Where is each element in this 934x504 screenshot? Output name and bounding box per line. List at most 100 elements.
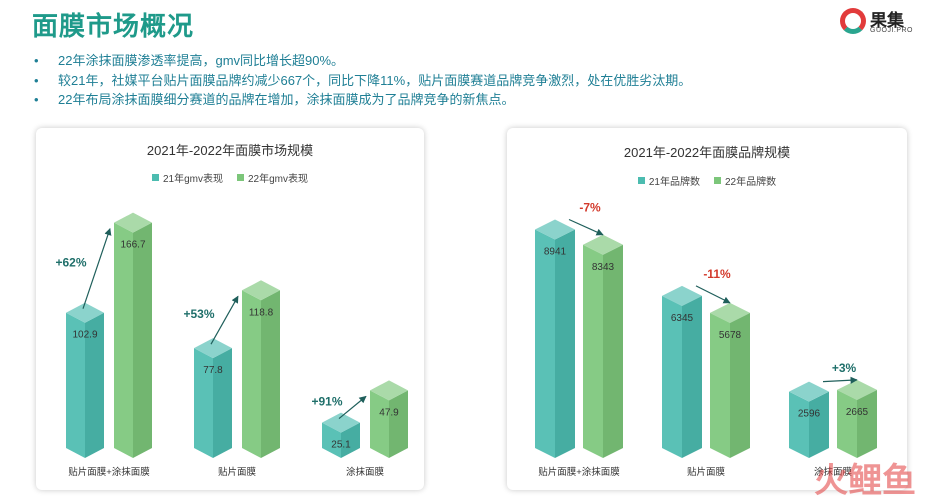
bar-face-left <box>242 290 261 458</box>
bar-22-0 <box>114 212 152 458</box>
bar-face-right <box>682 295 702 458</box>
legend-swatch-green <box>714 177 721 184</box>
bar-face-left <box>194 348 213 458</box>
bar-value-label: 6345 <box>671 313 694 324</box>
chart-legend: 21年品牌数 22年品牌数 <box>507 173 907 188</box>
bar-face-left <box>837 389 857 458</box>
bar-face-top <box>535 219 575 240</box>
growth-label: +53% <box>183 307 214 321</box>
bar-face-right <box>809 391 829 458</box>
legend-swatch-green <box>237 174 244 181</box>
bar-face-top <box>789 381 829 402</box>
bar-face-top <box>194 338 232 359</box>
category-label: 涂抹面膜 <box>346 466 385 478</box>
brand-logo: 果集 GUOJI.PRO <box>840 6 920 42</box>
bar-face-left <box>662 295 682 458</box>
category-label: 贴片面膜+涂抹面膜 <box>538 466 620 478</box>
bullet-item: 22年涂抹面膜渗透率提高，gmv同比增长超90%。 <box>34 51 914 71</box>
chart-title: 2021年-2022年面膜品牌规模 <box>623 145 791 160</box>
growth-arrow <box>82 227 112 309</box>
bar-21-0 <box>535 219 575 458</box>
bar-face-right <box>133 222 152 458</box>
category-label: 贴片面膜 <box>687 466 726 478</box>
bar-21-2 <box>322 412 360 458</box>
legend-label: 21年品牌数 <box>648 177 700 188</box>
bar-value-label: 118.8 <box>249 307 274 318</box>
bar-face-top <box>242 280 280 301</box>
bar-face-right <box>857 389 877 458</box>
brand-count-bar-chart: 8941 8343 贴片面膜+涂抹面膜 -7% 6345 5678 贴片面膜 -11% 2596… <box>535 201 877 478</box>
bar-face-top <box>322 412 360 433</box>
bar-face-top <box>710 302 750 323</box>
growth-label: -11% <box>703 267 731 281</box>
bar-value-label: 102.9 <box>72 330 97 341</box>
bar-face-left <box>535 229 555 458</box>
bar-face-left <box>114 222 133 458</box>
growth-label: -7% <box>579 201 601 215</box>
category-label: 贴片面膜 <box>218 466 257 478</box>
bar-value-label: 2665 <box>846 407 869 418</box>
bar-face-right <box>261 290 280 458</box>
growth-arrow <box>568 218 604 236</box>
logo-ring-icon <box>840 8 866 34</box>
category-label: 涂抹面膜 <box>814 466 853 478</box>
growth-label: +3% <box>832 361 857 375</box>
legend-label: 21年gmv表现 <box>162 174 223 185</box>
bar-face-right <box>603 244 623 458</box>
bar-21-2 <box>789 381 829 458</box>
logo-text: 果集 <box>870 11 904 30</box>
bar-value-label: 8343 <box>592 262 615 273</box>
bar-22-2 <box>370 380 408 458</box>
bar-face-left <box>370 390 389 458</box>
bar-22-0 <box>583 234 623 458</box>
bar-face-left <box>66 312 85 458</box>
bar-face-left <box>322 422 341 458</box>
bar-face-right <box>213 348 232 458</box>
bar-face-top <box>114 212 152 233</box>
bar-value-label: 5678 <box>719 330 742 341</box>
bar-value-label: 47.9 <box>379 407 399 418</box>
bar-22-2 <box>837 379 877 458</box>
legend-label: 22年gmv表现 <box>248 174 309 185</box>
bar-value-label: 2596 <box>798 409 821 420</box>
category-label: 贴片面膜+涂抹面膜 <box>68 466 150 478</box>
watermark-logo: 火鲤鱼 <box>814 461 916 501</box>
bar-value-label: 77.8 <box>203 365 223 376</box>
chart-title: 2021年-2022年面膜市场规模 <box>146 143 314 158</box>
growth-arrow <box>338 395 367 420</box>
bar-face-left <box>583 244 603 458</box>
bar-21-1 <box>194 338 232 458</box>
bar-face-right <box>389 390 408 458</box>
bullet-item: 22年布局涂抹面膜细分赛道的品牌在增加，涂抹面膜成为了品牌竞争的新焦点。 <box>34 90 914 110</box>
bar-21-0 <box>66 302 104 458</box>
bar-22-1 <box>710 302 750 458</box>
bullet-item: 较21年，社媒平台贴片面膜品牌约减少667个，同比下降11%，贴片面膜赛道品牌竞… <box>34 71 914 91</box>
growth-arrow <box>695 285 731 304</box>
legend-item-21: 21年品牌数 <box>637 173 700 188</box>
bar-value-label: 25.1 <box>331 440 351 451</box>
bar-face-top <box>583 234 623 255</box>
bar-face-left <box>710 312 730 458</box>
legend-swatch-teal <box>151 174 159 181</box>
bar-21-1 <box>662 285 702 458</box>
legend-item-21: 21年gmv表现 <box>151 170 223 185</box>
bar-face-top <box>837 379 877 400</box>
summary-bullets: 22年涂抹面膜渗透率提高，gmv同比增长超90%。 较21年，社媒平台贴片面膜品… <box>34 51 914 110</box>
market-size-bar-chart: 102.9 166.7 贴片面膜+涂抹面膜 +62% 77.8 118.8 贴片面膜 +53%… <box>55 212 408 478</box>
bar-face-right <box>341 422 360 458</box>
bar-value-label: 8941 <box>544 247 567 258</box>
legend-swatch-teal <box>637 177 645 184</box>
bar-value-label: 166.7 <box>120 240 145 251</box>
growth-arrow <box>210 295 239 345</box>
brand-count-chart-panel: 2021年-2022年面膜品牌规模 21年品牌数 22年品牌数 8941 8343… <box>507 128 907 490</box>
bar-face-right <box>555 229 575 458</box>
bar-face-top <box>66 302 104 323</box>
bar-face-top <box>370 380 408 401</box>
legend-item-22: 22年品牌数 <box>714 173 776 188</box>
bar-face-top <box>662 285 702 306</box>
chart-legend: 21年gmv表现 22年gmv表现 <box>36 170 424 185</box>
growth-arrow <box>822 376 858 384</box>
legend-item-22: 22年gmv表现 <box>237 170 308 185</box>
bar-face-right <box>730 312 750 458</box>
market-size-chart-panel: 2021年-2022年面膜市场规模 21年gmv表现 22年gmv表现 102.… <box>36 128 424 490</box>
